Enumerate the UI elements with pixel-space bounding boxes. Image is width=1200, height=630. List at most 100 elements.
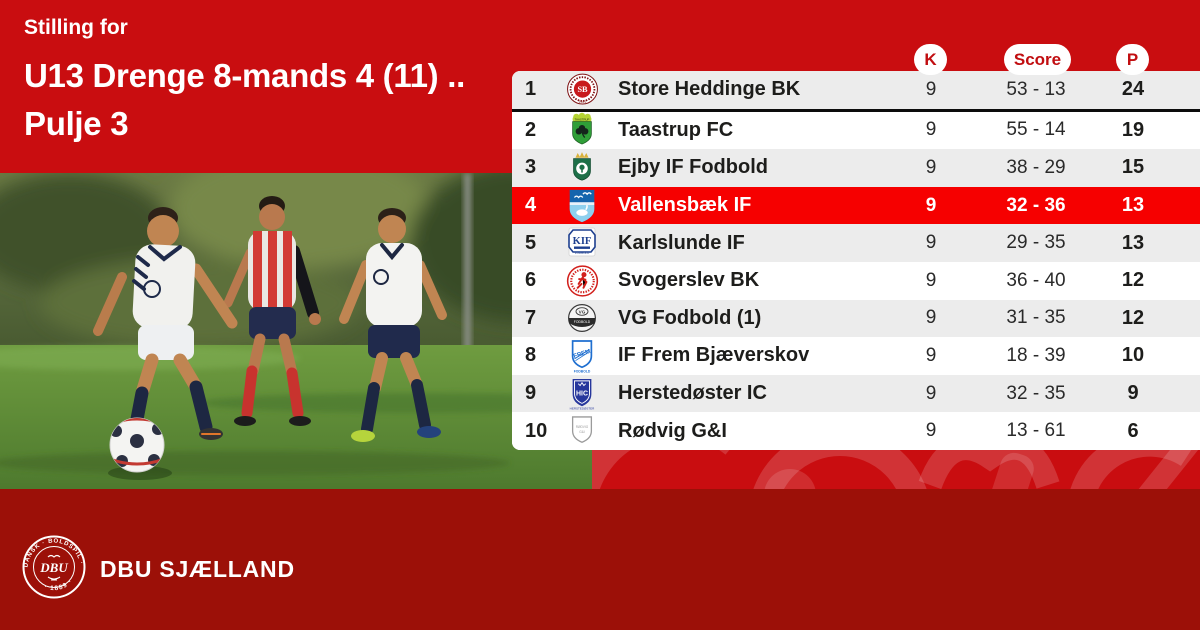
svg-text:FODBOLD: FODBOLD xyxy=(574,369,591,373)
team-name: Vallensbæk IF xyxy=(618,194,752,217)
club-logo-taastrup-icon: TAASTRUP xyxy=(560,112,604,148)
standings-table: 1 SB 1921 Store Heddinge BK 9 53 - 13 24 2 TAAST… xyxy=(512,71,1200,450)
svg-text:HIC: HIC xyxy=(576,390,588,397)
club-logo-karlslunde-icon: KIF FODBOLD xyxy=(560,226,604,260)
matches-played: 9 xyxy=(925,78,937,100)
club-logo-rodvig-icon: RØDVIG G&I xyxy=(560,413,604,449)
matches-played: 9 xyxy=(925,119,937,141)
team-name: VG Fodbold (1) xyxy=(618,306,762,329)
column-header-k: K xyxy=(914,44,947,75)
seal-year-text: · 1889 · xyxy=(43,578,73,593)
matches-played: 9 xyxy=(925,156,937,178)
matches-played: 9 xyxy=(925,232,937,254)
svg-text:KIF: KIF xyxy=(573,236,592,247)
team-name: Taastrup FC xyxy=(618,118,734,141)
matches-played: 9 xyxy=(925,307,937,329)
match-photo xyxy=(0,173,592,489)
position-number: 3 xyxy=(525,156,537,179)
table-row: 5 KIF FODBOLD Karlslunde IF 9 29 - 35 13 xyxy=(512,224,1200,262)
brand-name: DBU SJÆLLAND xyxy=(100,556,295,582)
points: 9 xyxy=(1127,382,1139,405)
svg-text:FODBOLD: FODBOLD xyxy=(575,251,590,255)
svg-text:SB: SB xyxy=(577,85,588,94)
position-number: 10 xyxy=(525,419,548,442)
goal-score: 29 - 35 xyxy=(1006,232,1066,254)
matches-played: 9 xyxy=(925,382,937,404)
table-row: 9 HIC HERSTEDØSTER Herstedøster IC 9 32 - 35 9 xyxy=(512,374,1200,413)
dbu-seal-icon: DANSK · BOLDSPIL · UNION · 1889 · DBU xyxy=(19,531,86,604)
team-name: IF Frem Bjæverskov xyxy=(618,344,810,367)
player-left xyxy=(93,207,238,449)
points: 15 xyxy=(1121,156,1145,179)
points: 19 xyxy=(1121,118,1145,141)
points: 12 xyxy=(1121,269,1145,292)
team-name: Svogerslev BK xyxy=(618,269,760,292)
svg-text:FODBOLD: FODBOLD xyxy=(574,320,591,324)
page-title-line2: Pulje 3 xyxy=(24,105,129,142)
table-row: 10 RØDVIG G&I Rødvig G&I 9 13 - 61 6 xyxy=(512,412,1200,450)
svg-text:TAASTRUP: TAASTRUP xyxy=(575,118,590,122)
team-name: Ejby IF Fodbold xyxy=(618,156,768,179)
club-logo-ejby-icon xyxy=(560,150,604,186)
page-title-line1: U13 Drenge 8-mands 4 (11) .. xyxy=(24,57,465,94)
goal-score: 13 - 61 xyxy=(1006,420,1066,442)
table-row: 8 FREM FODBOLD IF Frem Bjæverskov 9 18 - 39 10 xyxy=(512,337,1200,375)
club-logo-herstedoster-icon: HIC HERSTEDØSTER xyxy=(560,376,604,412)
position-number: 4 xyxy=(525,194,537,217)
position-number: 7 xyxy=(525,306,537,329)
column-header-score: Score xyxy=(1004,44,1071,75)
seal-center-text: DBU xyxy=(39,560,68,575)
points: 12 xyxy=(1121,306,1145,329)
club-logo-store-heddinge-icon: SB 1921 xyxy=(560,72,604,108)
svg-text:RØDVIG: RØDVIG xyxy=(576,425,589,429)
points: 6 xyxy=(1127,419,1139,442)
table-row: 6 Svogerslev BK 9 36 - 40 12 xyxy=(512,261,1200,300)
club-logo-frem-icon: FREM FODBOLD xyxy=(560,338,604,374)
matches-played: 9 xyxy=(925,269,937,291)
svg-text:HERSTEDØSTER: HERSTEDØSTER xyxy=(570,406,596,410)
kicker: Stilling for xyxy=(24,16,128,39)
points: 24 xyxy=(1121,78,1145,101)
position-number: 8 xyxy=(525,344,537,367)
points: 13 xyxy=(1121,194,1145,217)
team-name: Rødvig G&I xyxy=(618,419,727,442)
table-row: 3 Ejby IF Fodbold 9 38 - 29 15 xyxy=(512,149,1200,187)
table-row: 2 TAASTRUP Taastrup FC 9 55 - 14 19 xyxy=(512,111,1200,150)
goal-score: 32 - 36 xyxy=(1006,194,1066,216)
goal-score: 32 - 35 xyxy=(1006,382,1066,404)
svg-text:· 1889 ·: · 1889 · xyxy=(43,578,74,593)
goal-score: 31 - 35 xyxy=(1006,307,1066,329)
footer-band: DANSK · BOLDSPIL · UNION · 1889 · DBU DB… xyxy=(0,489,1200,630)
table-row: 7 VG FODBOLD VG Fodbold (1) 9 31 - 35 12 xyxy=(512,299,1200,338)
svg-text:G&I: G&I xyxy=(579,430,585,434)
team-name: Herstedøster IC xyxy=(618,382,767,405)
matches-played: 9 xyxy=(925,194,937,216)
svg-text:1921: 1921 xyxy=(578,100,586,104)
club-logo-vg-fodbold-icon: VG FODBOLD xyxy=(560,301,604,335)
team-name: Karlslunde IF xyxy=(618,231,745,254)
goal-score: 36 - 40 xyxy=(1006,269,1066,291)
position-number: 6 xyxy=(525,269,537,292)
goal-score: 55 - 14 xyxy=(1006,119,1066,141)
goal-score: 38 - 29 xyxy=(1006,156,1066,178)
position-number: 9 xyxy=(525,382,537,405)
points: 10 xyxy=(1121,344,1145,367)
player-striped xyxy=(223,196,321,426)
svg-text:VG: VG xyxy=(579,310,586,315)
goal-score: 53 - 13 xyxy=(1006,78,1066,100)
soccer-ball xyxy=(108,417,172,480)
brand-row: DANSK · BOLDSPIL · UNION · 1889 · DBU DB… xyxy=(19,531,295,604)
player-right xyxy=(339,208,447,442)
team-name: Store Heddinge BK xyxy=(618,78,801,101)
title-block: Stilling for U13 Drenge 8-mands 4 (11) .… xyxy=(24,16,465,148)
position-number: 5 xyxy=(525,231,537,254)
position-number: 2 xyxy=(525,118,537,141)
goal-score: 18 - 39 xyxy=(1006,344,1066,366)
points: 13 xyxy=(1121,231,1145,254)
matches-played: 9 xyxy=(925,344,937,366)
promotion-divider xyxy=(512,108,1200,112)
matches-played: 9 xyxy=(925,420,937,442)
club-logo-vallensbaek-icon xyxy=(560,188,604,224)
club-logo-svogerslev-icon xyxy=(560,263,604,299)
